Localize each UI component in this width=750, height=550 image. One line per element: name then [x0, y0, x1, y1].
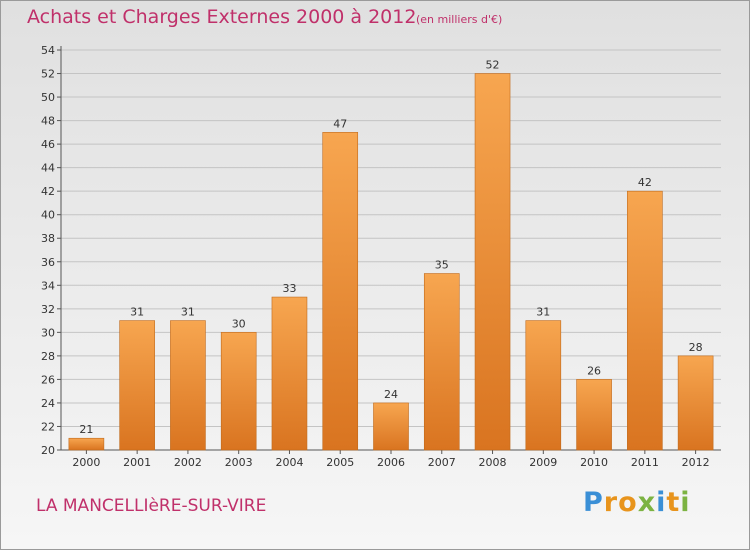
x-tick-label: 2008: [479, 456, 507, 469]
y-tick-label: 30: [41, 326, 55, 339]
logo-letter: x: [637, 487, 657, 518]
x-tick-label: 2011: [631, 456, 659, 469]
value-label: 28: [689, 341, 703, 354]
y-tick-label: 34: [41, 279, 55, 292]
value-label: 31: [181, 306, 195, 319]
value-label: 33: [282, 282, 296, 295]
bar-2005: [322, 132, 359, 451]
x-tick-label: 2003: [225, 456, 253, 469]
y-tick-label: 28: [41, 350, 55, 363]
x-tick-label: 2010: [580, 456, 608, 469]
logo-letter: o: [618, 487, 638, 518]
bar-2010: [576, 379, 612, 451]
y-tick-label: 42: [41, 185, 55, 198]
bar-2004: [271, 296, 308, 451]
x-tick-label: 2000: [72, 456, 100, 469]
logo-letter: i: [680, 487, 691, 518]
commune-name: LA MANCELLIèRE-SUR-VIRE: [36, 496, 267, 516]
y-tick-label: 24: [41, 397, 55, 410]
x-tick-label: 2006: [377, 456, 405, 469]
labels: 20 22 24 26 28 30 32 34 36 38 40 42 44 46 48 50 52 54 21 20…: [41, 44, 710, 469]
x-tick-label: 2002: [174, 456, 202, 469]
proxiti-logo[interactable]: Proxiti: [583, 487, 691, 518]
y-tick-label: 50: [41, 91, 55, 104]
y-tick-label: 44: [41, 162, 55, 175]
bar-2007: [423, 273, 460, 451]
bar-2012: [677, 355, 714, 451]
bar-2001: [119, 320, 155, 451]
bar-2003: [220, 332, 257, 451]
y-tick-label: 32: [41, 303, 55, 316]
value-label: 31: [536, 306, 550, 319]
logo-letter: t: [666, 487, 681, 518]
y-tick-label: 52: [41, 68, 55, 81]
value-label: 35: [435, 259, 449, 272]
y-tick-label: 48: [41, 115, 55, 128]
x-tick-label: 2007: [428, 456, 456, 469]
y-tick-label: 26: [41, 373, 55, 386]
y-tick-label: 40: [41, 209, 55, 222]
y-tick-label: 22: [41, 420, 55, 433]
x-tick-label: 2004: [275, 456, 303, 469]
bars: [68, 73, 714, 451]
y-tick-label: 38: [41, 232, 55, 245]
logo-letter: i: [656, 487, 667, 518]
value-label: 42: [638, 176, 652, 189]
x-tick-label: 2012: [682, 456, 710, 469]
value-label: 24: [384, 388, 398, 401]
value-label: 52: [486, 59, 500, 72]
bar-2009: [525, 320, 562, 451]
bar-2002: [170, 320, 206, 451]
bar-2000: [68, 437, 105, 451]
value-label: 26: [587, 364, 601, 377]
bar-2008: [474, 73, 511, 451]
bar-2006: [373, 402, 409, 451]
chart-unit-label: (en milliers d'€): [416, 13, 503, 26]
x-tick-label: 2009: [529, 456, 557, 469]
x-tick-label: 2005: [326, 456, 354, 469]
logo-letter: r: [603, 487, 619, 518]
logo-letter: P: [583, 487, 604, 518]
x-tick-label: 2001: [123, 456, 151, 469]
y-tick-label: 46: [41, 138, 55, 151]
chart-title: Achats et Charges Externes 2000 à 2012: [27, 6, 417, 28]
y-tick-label: 54: [41, 44, 55, 57]
y-tick-label: 20: [41, 444, 55, 457]
bar-2011: [627, 190, 663, 451]
value-label: 31: [130, 306, 144, 319]
value-label: 30: [232, 317, 246, 330]
value-label: 21: [79, 423, 93, 436]
y-tick-label: 36: [41, 256, 55, 269]
value-label: 47: [333, 117, 347, 130]
